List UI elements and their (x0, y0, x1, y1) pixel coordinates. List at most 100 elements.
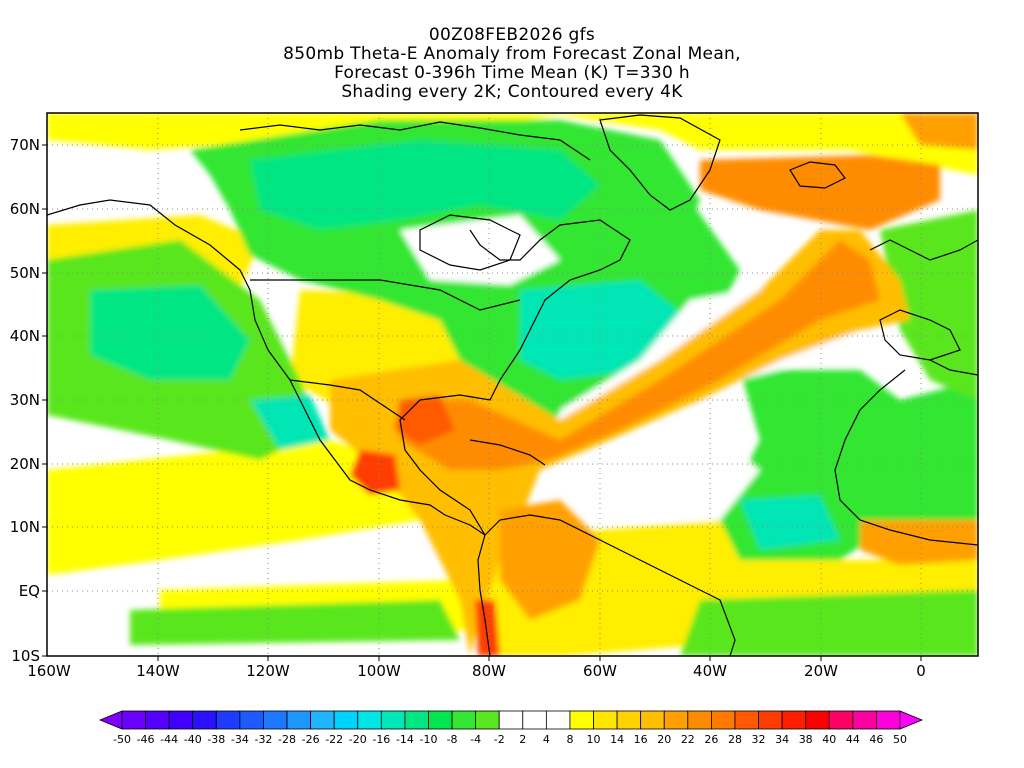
colorbar-box (215, 710, 241, 730)
colorbar-box (758, 710, 783, 730)
lon-label: 40W (693, 662, 727, 680)
colorbar-label: -34 (231, 733, 249, 746)
map-title: 00Z08FEB2026 gfs 850mb Theta-E Anomaly f… (0, 26, 1024, 102)
colorbar-box (357, 710, 382, 730)
colorbar-box (380, 710, 406, 730)
colorbar-box (192, 710, 217, 730)
red-mexico-core (350, 450, 400, 495)
cyan-east-pacific (90, 285, 250, 380)
colorbar-arrow-low (98, 710, 123, 730)
colorbar-box (876, 710, 901, 730)
colorbar-label: -14 (396, 733, 414, 746)
colorbar-box (569, 710, 594, 730)
colorbar-label: -8 (447, 733, 458, 746)
lat-label: 40N (10, 327, 40, 345)
colorbar-label: -40 (184, 733, 202, 746)
colorbar-label: -46 (137, 733, 155, 746)
colorbar-box (145, 710, 170, 730)
title-line-2: 850mb Theta-E Anomaly from Forecast Zona… (283, 44, 741, 64)
colorbar-label: 50 (893, 733, 907, 746)
colorbar-box (687, 710, 712, 730)
lat-ticks (42, 144, 47, 657)
yellow-band-atlantic-south (480, 520, 978, 656)
lon-label: 160W (27, 662, 71, 680)
colorbar-label: -32 (254, 733, 272, 746)
coastline-europe (869, 239, 978, 261)
colorbar-label: -10 (420, 733, 438, 746)
colorbar-label: -16 (372, 733, 390, 746)
white-tropical-atlantic (600, 440, 760, 520)
colorbar-box (451, 710, 477, 730)
colorbar-box (663, 710, 689, 730)
title-line-3: Forecast 0-396h Time Mean (K) T=330 h (334, 63, 690, 83)
colorbar-box (640, 710, 665, 730)
colorbar-label: 10 (587, 733, 601, 746)
orange-europe-north (900, 113, 978, 150)
colorbar-label: -2 (494, 733, 505, 746)
colorbar-label: 22 (681, 733, 695, 746)
lon-label: 60W (583, 662, 617, 680)
colorbar-box (168, 710, 194, 730)
colorbar-box (545, 710, 571, 730)
latitude-axis: 70N 60N 50N 40N 30N 20N 10N EQ 10S (10, 136, 40, 665)
coastline-africa (834, 369, 978, 546)
coastline-iceland (789, 161, 846, 189)
colorbar-label: -4 (470, 733, 481, 746)
colorbar-box (710, 710, 736, 730)
lat-label: 60N (10, 200, 40, 218)
colorbar-box (593, 710, 618, 730)
colorbar-label: -28 (278, 733, 296, 746)
colorbar-label: -22 (325, 733, 343, 746)
coastline-gulf (399, 329, 531, 536)
colorbar-box (310, 710, 335, 730)
lat-label: 50N (10, 264, 40, 282)
colorbar-box (333, 710, 359, 730)
green-pacific-band (130, 600, 460, 645)
border-us-canada (250, 279, 521, 311)
coastline-south-america-west (477, 534, 491, 656)
colorbar-box (263, 710, 288, 730)
colorbar-box (428, 710, 453, 730)
coastline-south-america (484, 514, 736, 656)
colorbar-box (616, 710, 642, 730)
lon-label: 80W (472, 662, 506, 680)
yellow-band-tropics-pacific (47, 440, 420, 575)
orange-core-plume (400, 240, 880, 470)
colorbar-box (239, 710, 264, 730)
shaded-field (47, 113, 978, 656)
title-line-4: Shading every 2K; Contoured every 4K (341, 82, 683, 102)
colorbar-box (121, 710, 146, 730)
lat-label: 70N (10, 136, 40, 154)
lat-label: 20N (10, 455, 40, 473)
colorbar-label: -44 (160, 733, 178, 746)
colorbar-label: 44 (846, 733, 860, 746)
longitude-axis: 160W 140W 120W 100W 80W 60W 40W 20W 0 (27, 662, 926, 680)
coastline-north-america-east (469, 219, 631, 331)
lon-label: 100W (357, 662, 401, 680)
lon-label: 120W (246, 662, 290, 680)
lon-label: 140W (136, 662, 180, 680)
colorbar-label: 2 (519, 733, 526, 746)
plot-frame (46, 112, 979, 657)
cyan-subtropical-pacific (250, 395, 330, 450)
color-legend-boxes (98, 710, 924, 730)
colorbar-label: 20 (657, 733, 671, 746)
colorbar-box (781, 710, 807, 730)
lat-label: 10N (10, 518, 40, 536)
colorbar-box (286, 710, 312, 730)
coastline-hudson-bay (419, 214, 521, 271)
coastlines (47, 114, 978, 656)
colorbar-label: -20 (349, 733, 367, 746)
colorbar-arrow-high (899, 710, 924, 730)
lon-label: 0 (916, 662, 926, 680)
coastline-alaska (47, 199, 251, 291)
colorbar-label: 4 (543, 733, 550, 746)
colorbar-label: -50 (113, 733, 131, 746)
colorbar-box (734, 710, 759, 730)
cyan-west-africa (740, 495, 840, 550)
colorbar-box (852, 710, 877, 730)
colorbar-box (498, 710, 524, 730)
colorbar-box (522, 710, 547, 730)
title-line-1: 00Z08FEB2026 gfs (428, 25, 596, 45)
